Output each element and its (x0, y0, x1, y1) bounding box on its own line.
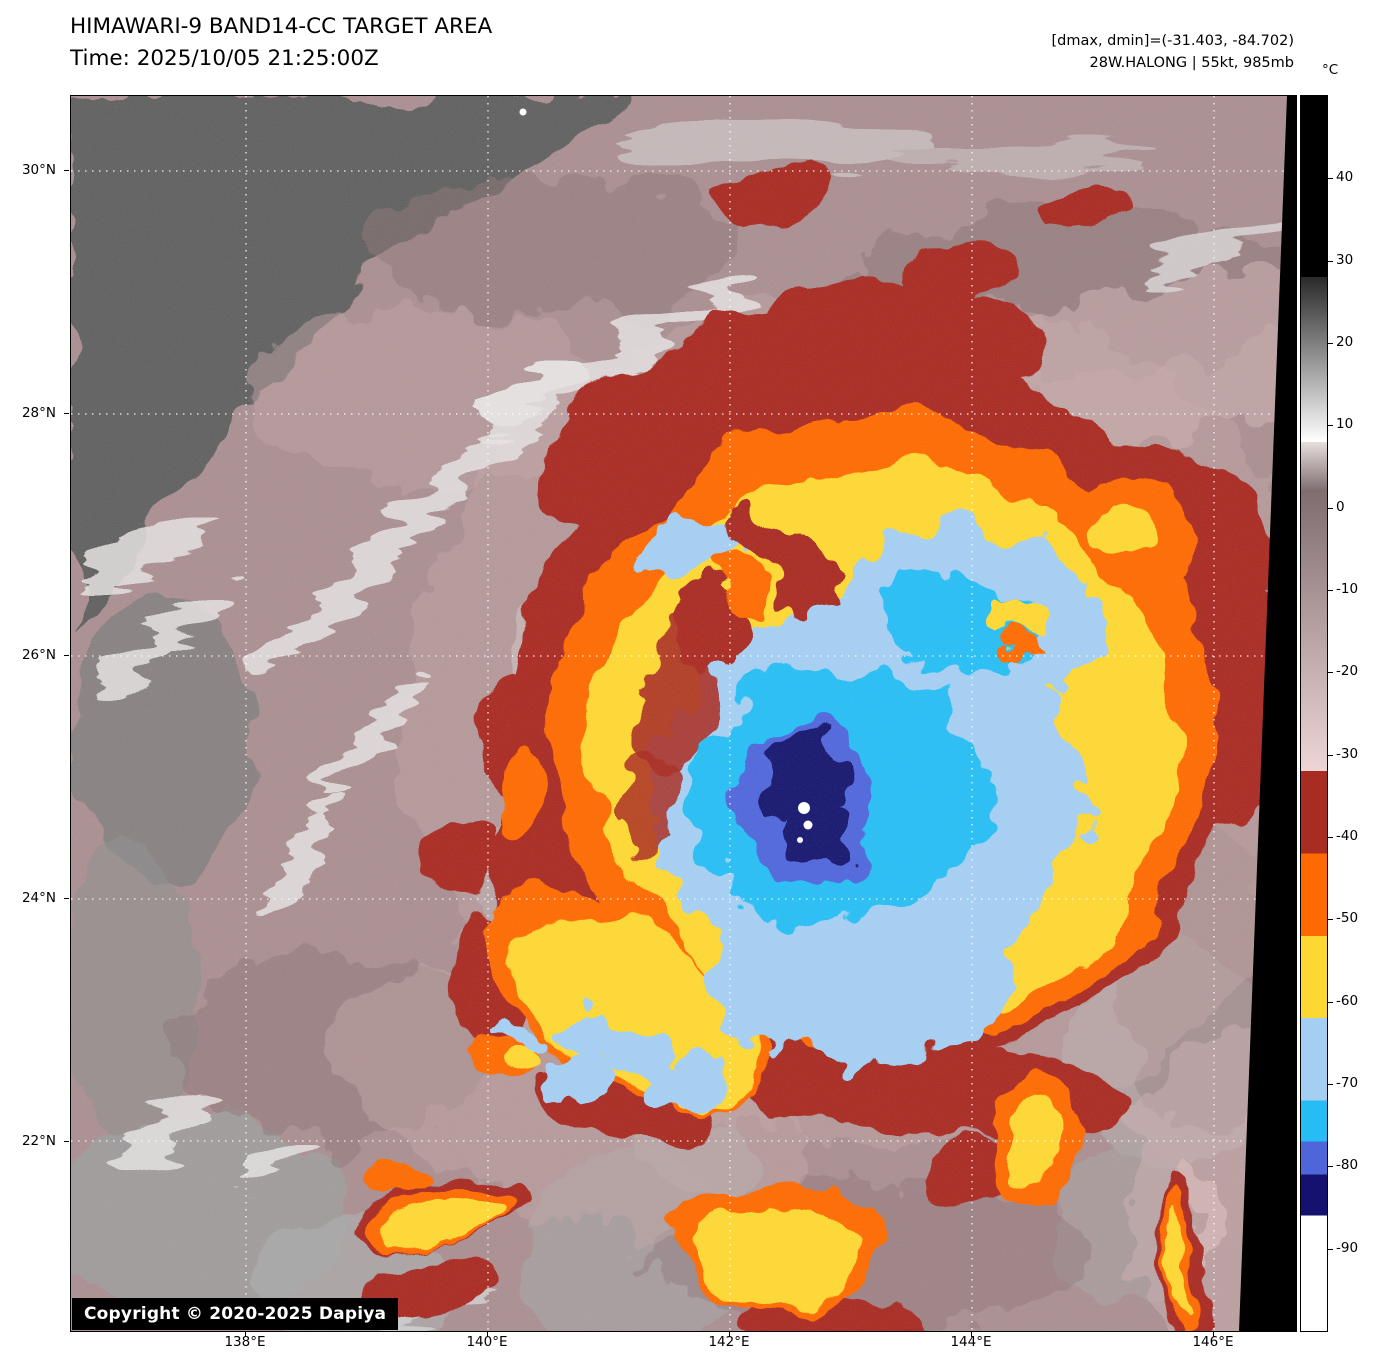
lat-label: 28°N (21, 405, 56, 421)
figure-timestamp: Time: 2025/10/05 21:25:00Z (70, 46, 379, 71)
lon-tick (487, 1332, 488, 1337)
lon-tick (1213, 1332, 1214, 1337)
colorbar-tick-label: -70 (1336, 1075, 1359, 1091)
lon-tick (245, 1332, 246, 1337)
latitude-axis: 30°N 28°N 26°N 24°N 22°N (0, 95, 62, 1330)
colorbar-tick-label: 0 (1336, 499, 1345, 515)
colorbar-unit-label: °C (1322, 62, 1339, 78)
scan-edge-wedge (1239, 96, 1296, 1331)
lat-label: 30°N (21, 162, 56, 178)
lon-tick (971, 1332, 972, 1337)
graticule-gridlines (71, 96, 1296, 1331)
storm-info-annotation: 28W.HALONG | 55kt, 985mb (1089, 55, 1294, 71)
lon-label: 142°E (708, 1334, 750, 1350)
colorbar-tick-label: -40 (1336, 828, 1359, 844)
colorbar-tick-label: -20 (1336, 663, 1359, 679)
lat-tick (64, 898, 69, 899)
temperature-colorbar (1300, 95, 1333, 1332)
colorbar-tick-label: -90 (1336, 1240, 1359, 1256)
lat-tick (64, 170, 69, 171)
figure-annotations: [dmax, dmin]=(-31.403, -84.702) 28W.HALO… (1052, 30, 1295, 74)
colorbar-tick-label: -10 (1336, 581, 1359, 597)
colorbar-tick-label: -30 (1336, 746, 1359, 762)
colorbar-tick-label: 30 (1336, 252, 1354, 268)
lon-label: 138°E (224, 1334, 266, 1350)
cold-pixel-dot (519, 108, 527, 116)
lat-label: 26°N (21, 647, 56, 663)
image-grain (71, 96, 1296, 1331)
satellite-image (71, 96, 1296, 1331)
colorbar-tick-label: 40 (1336, 169, 1354, 185)
lat-label: 24°N (21, 890, 56, 906)
lat-tick (64, 655, 69, 656)
colorbar-tick-labels: 40 30 20 10 0 -10 -20 -30 -40 -50 -60 -7… (1336, 95, 1386, 1330)
dmax-dmin-annotation: [dmax, dmin]=(-31.403, -84.702) (1051, 33, 1295, 49)
colorbar-tick-label: 10 (1336, 416, 1354, 432)
lon-tick (729, 1332, 730, 1337)
lon-label: 140°E (466, 1334, 508, 1350)
lon-label: 146°E (1192, 1334, 1234, 1350)
figure-title: HIMAWARI-9 BAND14-CC TARGET AREA (70, 14, 493, 39)
colorbar-tick-label: -80 (1336, 1157, 1359, 1173)
map-plot-area: Copyright © 2020-2025 Dapiya (70, 95, 1297, 1332)
colorbar-tick-label: -50 (1336, 910, 1359, 926)
longitude-axis: 138°E 140°E 142°E 144°E 146°E (70, 1334, 1295, 1356)
colorbar-tick-label: 20 (1336, 334, 1354, 350)
lat-tick (64, 1141, 69, 1142)
lon-label: 144°E (950, 1334, 992, 1350)
colorbar-tick-label: -60 (1336, 993, 1359, 1009)
lat-tick (64, 413, 69, 414)
copyright-badge: Copyright © 2020-2025 Dapiya (72, 1298, 399, 1330)
lat-label: 22°N (21, 1133, 56, 1149)
